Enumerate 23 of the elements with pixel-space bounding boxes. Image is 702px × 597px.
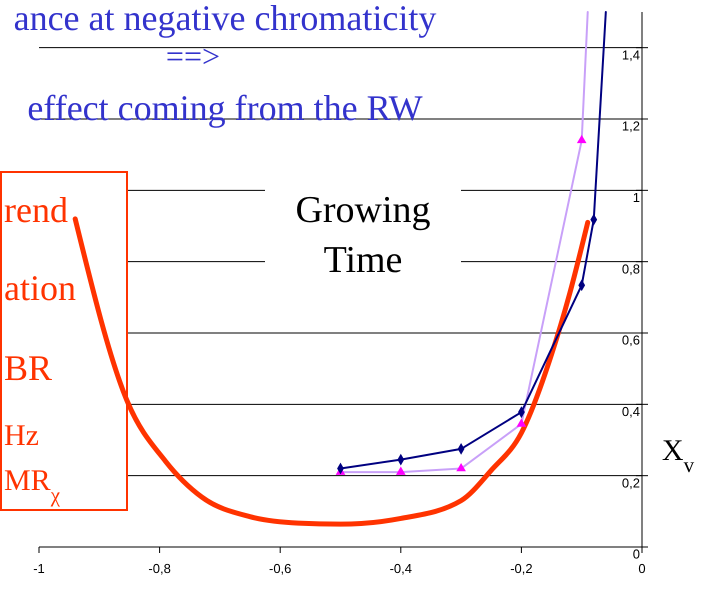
x-tick-label: -0,2: [510, 560, 533, 576]
x-tick-label: -0,8: [148, 560, 171, 576]
text: Hz: [4, 419, 39, 452]
y-tick-label: 1,2: [622, 118, 640, 134]
y-tick-label: 0,6: [622, 332, 640, 348]
annotation: rend: [4, 190, 68, 230]
y-tick-label: 0,8: [622, 261, 640, 276]
annotation: Growing Time: [295, 189, 431, 281]
chart-title: ance at negative chromaticity: [14, 0, 436, 38]
text: ==>: [166, 38, 220, 74]
y-tick-label: 0,4: [622, 404, 640, 420]
x-tick-label: -1: [33, 560, 45, 576]
x-tick-label: -0,4: [390, 560, 412, 576]
y-tick-label: 1: [632, 190, 640, 206]
annotation: BR: [4, 348, 52, 388]
annotation: ation: [4, 268, 76, 308]
annotation: MR$_{χ}$: [4, 464, 61, 507]
y-tick-label: 1,4: [622, 47, 640, 62]
y-tick-label: 0: [632, 546, 640, 562]
x-tick-label: -0,6: [268, 560, 292, 576]
annotation: effect coming from the RW: [27, 88, 423, 128]
y-tick-label: 0,2: [622, 475, 640, 490]
y-axis-title: X$_{v}$: [662, 434, 695, 477]
